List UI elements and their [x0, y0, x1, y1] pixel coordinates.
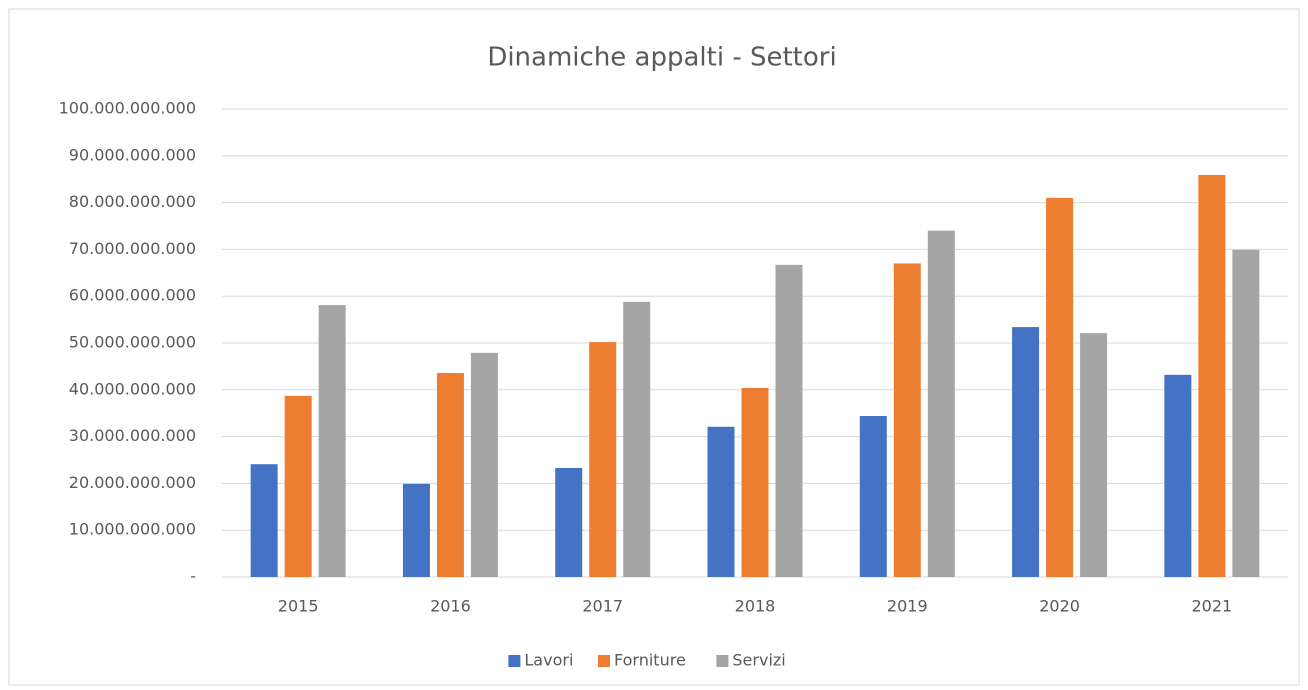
legend-label: Servizi — [732, 651, 785, 670]
y-tick-label: 20.000.000.000 — [69, 473, 196, 492]
bar — [402, 483, 430, 577]
bar — [250, 464, 278, 577]
y-tick-label: 50.000.000.000 — [69, 333, 196, 352]
legend-swatch — [598, 655, 610, 667]
legend-label: Forniture — [614, 651, 686, 670]
bar — [1012, 327, 1040, 577]
bar — [1164, 374, 1192, 577]
legend-label: Lavori — [524, 651, 573, 670]
y-tick-label: 60.000.000.000 — [69, 286, 196, 305]
bar — [1198, 174, 1226, 577]
bar — [859, 416, 887, 577]
y-tick-label: 70.000.000.000 — [69, 239, 196, 258]
bar — [470, 352, 498, 577]
bar — [1046, 197, 1074, 578]
x-tick-label: 2017 — [582, 597, 623, 616]
chart-title: Dinamiche appalti - Settori — [487, 43, 836, 73]
y-tick-label: 10.000.000.000 — [69, 520, 196, 539]
x-tick-label: 2018 — [735, 597, 776, 616]
bar — [1232, 249, 1260, 578]
bar — [318, 305, 346, 577]
bar — [555, 467, 583, 577]
y-tick-label: 80.000.000.000 — [69, 192, 196, 211]
y-tick-label: 100.000.000.000 — [59, 99, 196, 118]
x-tick-label: 2019 — [887, 597, 928, 616]
y-tick-label: 90.000.000.000 — [69, 145, 196, 164]
legend-swatch — [508, 655, 521, 667]
bar — [623, 301, 651, 577]
bar — [893, 263, 921, 577]
x-tick-label: 2020 — [1039, 597, 1080, 616]
bar — [589, 342, 617, 577]
legend-swatch — [716, 655, 729, 667]
bar — [741, 387, 769, 577]
y-tick-label: 30.000.000.000 — [69, 426, 196, 445]
bar — [1080, 333, 1108, 577]
bar — [707, 426, 735, 577]
bar — [284, 395, 312, 577]
y-tick-label: - — [190, 567, 196, 586]
bar — [775, 264, 803, 577]
bar — [436, 372, 464, 577]
y-tick-label: 40.000.000.000 — [69, 379, 196, 398]
bar — [927, 230, 955, 577]
x-tick-label: 2016 — [430, 597, 471, 616]
x-tick-label: 2021 — [1191, 597, 1232, 616]
x-tick-label: 2015 — [278, 597, 319, 616]
